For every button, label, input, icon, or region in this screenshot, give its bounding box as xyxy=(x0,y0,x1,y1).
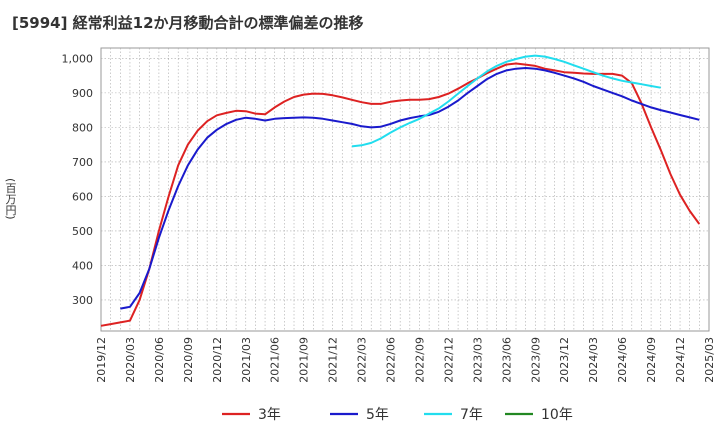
y-tick-label: 800 xyxy=(72,121,93,134)
x-tick-label: 2023/12 xyxy=(558,337,571,383)
x-tick-label: 2022/03 xyxy=(356,337,369,383)
y-tick-label: 700 xyxy=(72,156,93,169)
x-tick-label: 2022/06 xyxy=(385,337,398,383)
x-tick-label: 2022/12 xyxy=(442,337,455,383)
y-axis-label: (百万円) xyxy=(4,178,17,220)
series-line-1 xyxy=(120,67,700,310)
x-tick-label: 2021/09 xyxy=(298,337,311,383)
x-tick-label: 2020/06 xyxy=(153,337,166,383)
x-tick-label: 2022/09 xyxy=(413,337,426,383)
x-tick-label: 2021/03 xyxy=(240,337,253,383)
x-tick-label: 2024/12 xyxy=(674,337,687,383)
y-tick-label: 600 xyxy=(72,190,93,203)
x-tick-label: 2023/03 xyxy=(471,337,484,383)
legend-label-0: 3年 xyxy=(258,407,281,423)
y-tick-label: 500 xyxy=(72,225,93,238)
x-tick-label: 2021/12 xyxy=(327,337,340,383)
x-tick-label: 2019/12 xyxy=(95,337,108,383)
x-tick-label: 2024/09 xyxy=(645,337,658,383)
legend-label-3: 10年 xyxy=(541,407,573,423)
x-tick-label: 2024/06 xyxy=(616,337,629,383)
chart-title: [5994] 経常利益12か月移動合計の標準偏差の推移 xyxy=(12,14,364,32)
x-tick-label: 2021/06 xyxy=(269,337,282,383)
legend-label-2: 7年 xyxy=(460,407,483,423)
y-tick-label: 900 xyxy=(72,87,93,100)
y-tick-label: 400 xyxy=(72,259,93,272)
x-tick-label: 2020/03 xyxy=(124,337,137,383)
plot-area xyxy=(100,47,710,332)
series-line-2 xyxy=(351,54,661,148)
x-tick-label: 2023/06 xyxy=(500,337,513,383)
y-tick-label: 1,000 xyxy=(62,52,94,65)
x-tick-label: 2020/12 xyxy=(211,337,224,383)
x-tick-label: 2020/09 xyxy=(182,337,195,383)
legend-label-1: 5年 xyxy=(366,407,389,423)
y-tick-label: 300 xyxy=(72,294,93,307)
x-tick-label: 2023/09 xyxy=(529,337,542,383)
x-tick-label: 2024/03 xyxy=(587,337,600,383)
x-tick-label: 2025/03 xyxy=(703,337,716,383)
